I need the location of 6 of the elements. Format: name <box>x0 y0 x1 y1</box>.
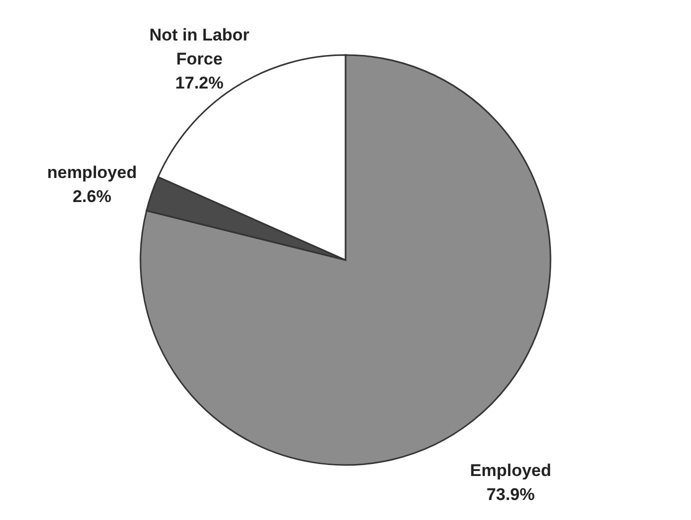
slice-label: Not in Labor Force <box>149 25 250 68</box>
slice-label: nemployed <box>47 163 137 182</box>
data-label: 17.2% <box>175 73 224 92</box>
data-label: 73.9% <box>486 485 535 504</box>
slice-label: Employed <box>470 461 552 480</box>
data-label: 2.6% <box>72 187 112 206</box>
